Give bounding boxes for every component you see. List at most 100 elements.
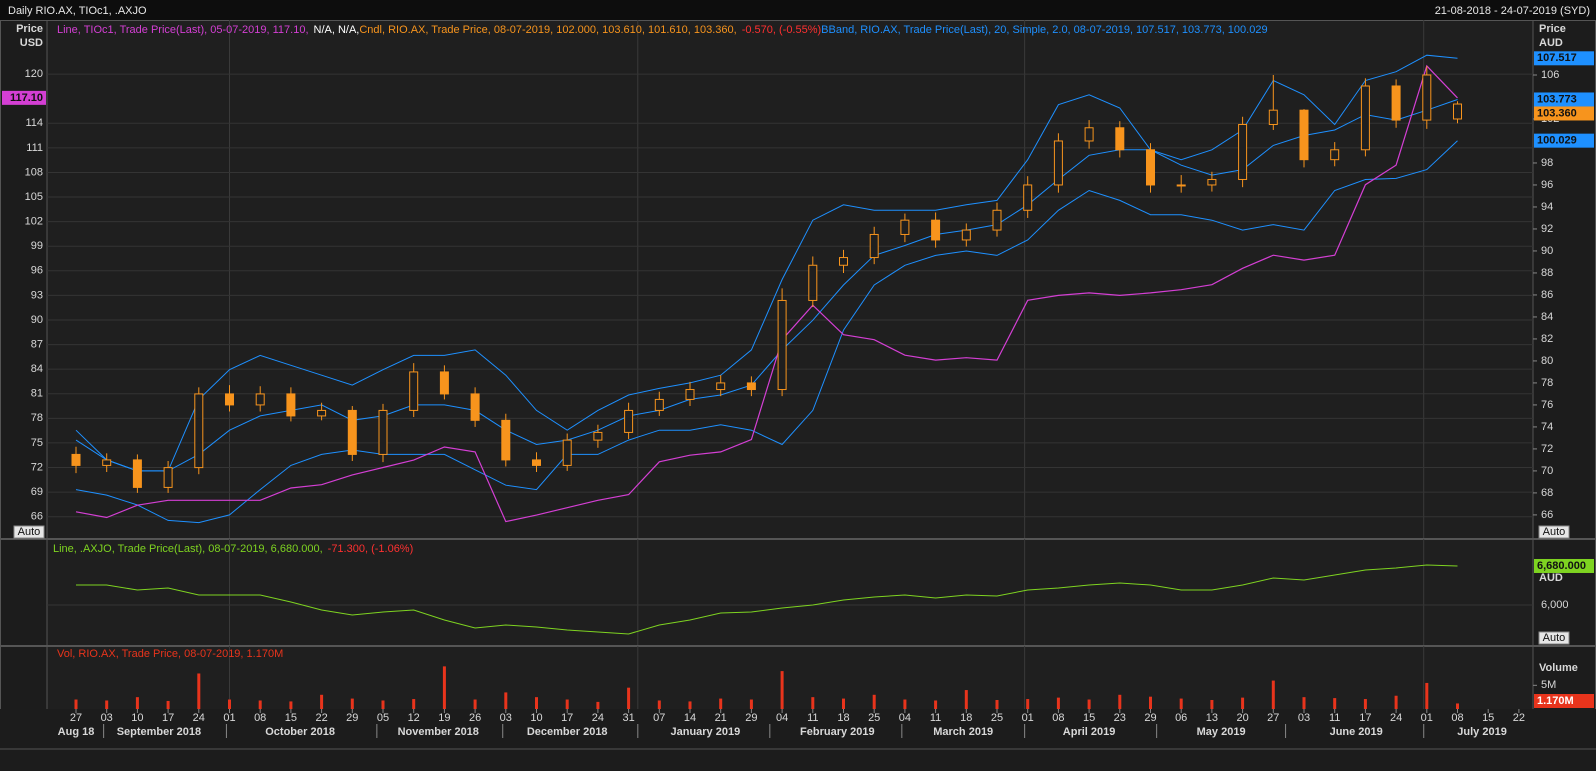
candle-body [225,393,234,406]
candle-body [1238,123,1248,180]
x-tick-label: 22 [315,712,327,724]
y-tick-label: 108 [25,166,43,178]
x-tick-label: 25 [868,712,880,724]
candle-body [1084,127,1094,142]
x-tick-label: 05 [377,712,389,724]
y-tick-label: 102 [25,216,43,228]
y-tick-label: 93 [31,289,43,301]
month-label: September 2018 [117,726,201,738]
x-tick-label: 17 [561,712,573,724]
candle-body [562,439,572,466]
volume-bar [350,698,354,709]
x-tick-label: 06 [1175,712,1187,724]
auto-button-label[interactable]: Auto [18,526,41,538]
auto-button[interactable] [1538,631,1570,645]
y2-axis-label: AUD [1539,37,1563,49]
y-tick-label: 72 [31,461,43,473]
candle-body [624,409,634,433]
volume-bar [1210,700,1214,709]
volume-bar [1394,695,1398,709]
bband-lower [75,140,1458,524]
x-tick-label: 19 [438,712,450,724]
volume-bar [1271,680,1275,709]
volume-bar [565,699,569,709]
volume-bar [995,700,999,709]
y-tick-label: 75 [31,437,43,449]
x-tick-label: 29 [1144,712,1156,724]
volume-bar [535,697,538,709]
candle-body [1053,140,1063,186]
axjo-line [76,564,1458,635]
month-label: June 2019 [1330,726,1383,738]
legend: Vol, RIO.AX, Trade Price, 08-07-2019, 1.… [57,648,283,660]
candle-body [961,229,971,241]
x-tick-label: 10 [131,712,143,724]
month-label: February 2019 [800,726,875,738]
bband-middle [75,99,1458,472]
x-tick-label: 01 [223,712,235,724]
auto-button-label[interactable]: Auto [1543,632,1566,644]
x-tick-label: 17 [1359,712,1371,724]
volume-bar [1026,699,1030,709]
last-value-label-box [1534,694,1594,708]
month-label: January 2019 [670,726,740,738]
candle-body [1207,178,1217,186]
volume-bar [934,700,938,709]
volume-bar [105,700,109,709]
candle-body [501,419,511,461]
volume-bar [596,701,600,709]
y-axis-label: Price [16,23,43,35]
volume-bar [1179,698,1183,709]
volume-bar [780,671,784,709]
x-tick-label: 15 [285,712,297,724]
x-tick-label: 25 [991,712,1003,724]
last-value-label-box [1534,92,1594,107]
volume-bar [749,699,753,709]
candle-body [317,409,327,417]
volume-bar [627,687,631,709]
volume-bar [872,694,876,709]
y-tick-label: 99 [31,240,43,252]
volume-bar [197,673,201,709]
y2-tick-label: 86 [1541,289,1553,301]
month-label: Aug 18 [58,726,95,738]
x-tick-label: 11 [930,712,941,724]
y-tick-label: 111 [26,142,43,154]
candle-body [654,398,664,411]
volume-bar [74,699,78,709]
y2-axis-label: Price [1539,23,1566,35]
candle-body [532,459,541,466]
volume-bar [504,692,508,709]
volume-bar [657,700,661,709]
x-tick-label: 13 [1206,712,1218,724]
last-value-label: 107.517 [1537,52,1577,64]
volume-bar [381,700,385,709]
last-value-label-box [2,90,46,105]
last-value-label-box [1534,133,1594,148]
volume-bar [1333,698,1337,709]
volume-bar [1087,699,1091,709]
legend-text: N/A, N/A, [314,24,360,36]
auto-button-label[interactable]: Auto [1543,526,1566,538]
y-tick-label: 78 [31,412,43,424]
auto-button[interactable] [13,525,45,539]
legend-text: Vol, RIO.AX, Trade Price, 08-07-2019, 1.… [57,648,283,660]
candle-body [194,393,204,469]
candle-body [900,219,910,235]
y2-tick-label: 92 [1541,223,1553,235]
candle-body [839,257,848,266]
chart-title: Daily RIO.AX, TIOc1, .AXJO [8,5,147,17]
volume-bar [258,700,262,709]
candle-body [1023,184,1033,211]
candle-body [1330,149,1340,161]
volume-bar [1241,697,1245,709]
candle-body [163,467,173,488]
volume-bar [228,699,231,709]
auto-button[interactable] [1538,525,1570,539]
candle-body [716,382,726,391]
x-tick-label: 11 [807,712,818,724]
x-tick-label: 24 [1390,712,1402,724]
volume-bar [289,701,293,709]
legend-text: Cndl, RIO.AX, Trade Price, 08-07-2019, 1… [359,24,736,36]
